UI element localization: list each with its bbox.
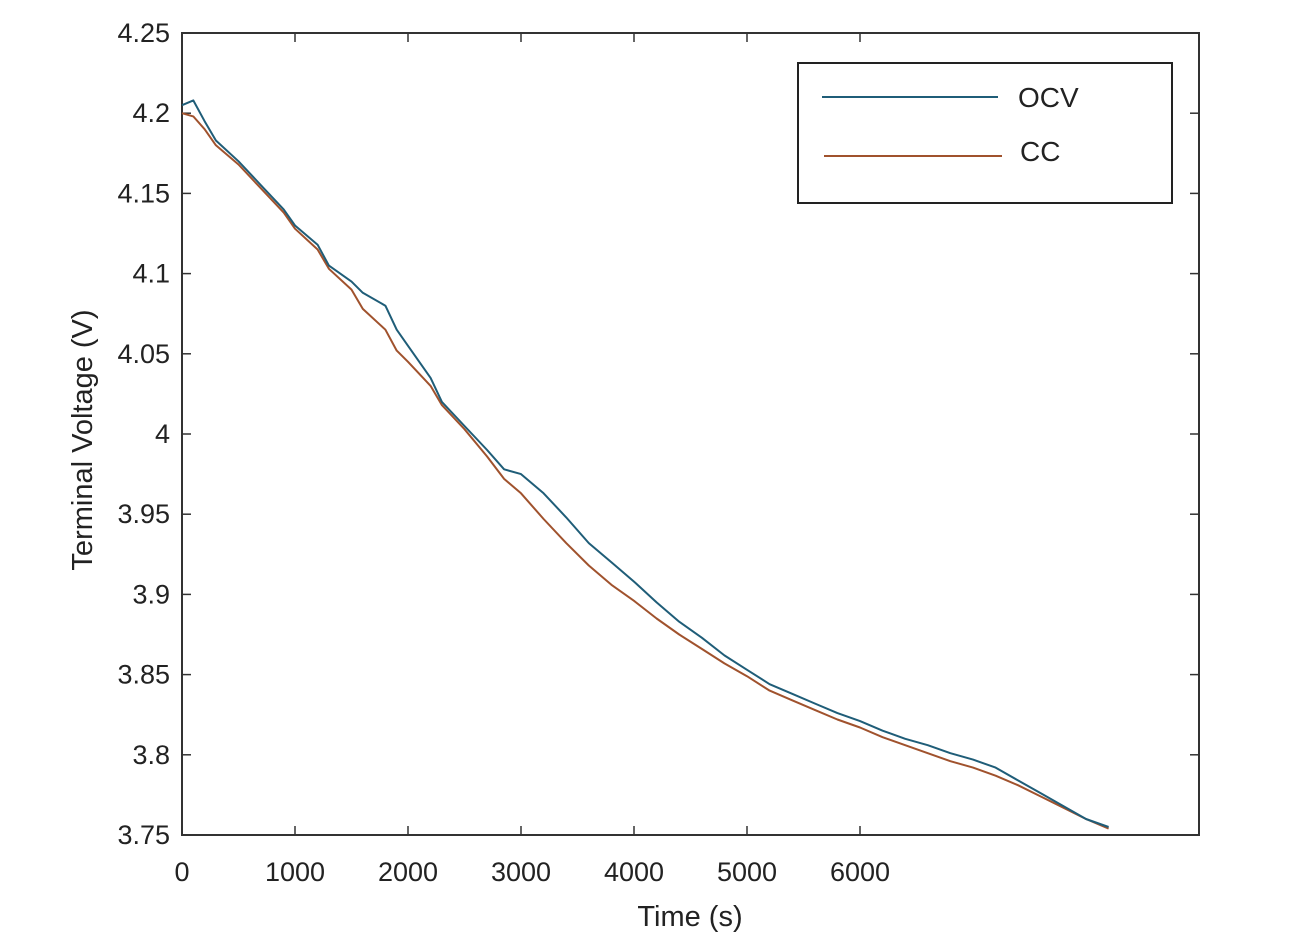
y-tick-label: 4.15 (117, 178, 170, 208)
y-axis-title: Terminal Voltage (V) (67, 309, 99, 570)
x-tick-label: 5000 (717, 857, 777, 887)
series-line-ocv (181, 99, 1109, 828)
x-tick-label: 0 (174, 857, 189, 887)
x-tick-label: 6000 (830, 857, 890, 887)
y-tick-label: 4.05 (117, 339, 170, 369)
legend: OCV CC (797, 62, 1173, 204)
y-tick-label: 3.8 (132, 740, 170, 770)
y-tick-label: 4.25 (117, 18, 170, 48)
y-tick-label: 3.75 (117, 820, 170, 850)
x-axis-title: Time (s) (637, 901, 742, 933)
x-axis: 0 1000 2000 3000 4000 5000 6000 (174, 33, 890, 887)
legend-label-ocv: OCV (1018, 82, 1079, 113)
y-tick-label: 3.85 (117, 660, 170, 690)
series-line-cc (181, 112, 1109, 830)
x-tick-label: 4000 (604, 857, 664, 887)
x-tick-label: 3000 (491, 857, 551, 887)
y-tick-label: 4 (155, 419, 170, 449)
y-tick-label: 3.95 (117, 499, 170, 529)
y-tick-label: 4.2 (132, 98, 170, 128)
legend-box (797, 62, 1173, 204)
y-axis: 3.75 3.8 3.85 3.9 3.95 4 4.05 4.1 4.15 4.2 4.25 (117, 18, 1199, 850)
legend-label-cc: CC (1020, 136, 1060, 167)
y-tick-label: 4.1 (132, 259, 170, 289)
x-tick-label: 1000 (265, 857, 325, 887)
x-tick-label: 2000 (378, 857, 438, 887)
y-tick-label: 3.9 (132, 579, 170, 609)
series-lines (181, 99, 1109, 830)
